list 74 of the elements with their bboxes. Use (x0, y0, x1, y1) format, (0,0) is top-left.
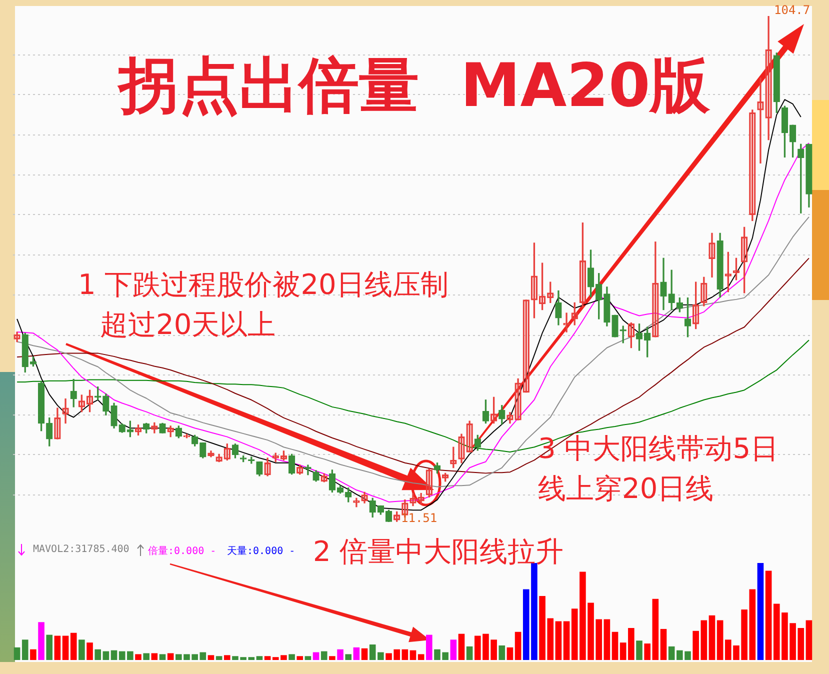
bar (256, 656, 263, 660)
bar (320, 651, 328, 660)
annotation: 2 倍量中大阳线拉升 (313, 535, 564, 569)
text: 拐点出倍量 MA20版 (116, 50, 712, 123)
bar (329, 656, 336, 660)
annotation: 线上穿20日线 (538, 472, 714, 506)
bar (555, 621, 562, 660)
bar (450, 640, 457, 660)
bar (46, 634, 53, 660)
bar (644, 644, 650, 660)
bar (110, 650, 118, 660)
candlestick (304, 464, 312, 476)
bar (86, 642, 93, 660)
bar (135, 654, 142, 660)
bar (78, 640, 85, 660)
annotation: 1 下跌过程股价被20日线压制 (78, 268, 448, 302)
bar (216, 656, 222, 660)
bar (514, 632, 522, 660)
bar (652, 598, 659, 660)
bar (458, 634, 465, 660)
bar (14, 647, 20, 660)
bar (288, 654, 295, 660)
bar (426, 634, 432, 660)
bar (151, 653, 158, 660)
bar (296, 656, 304, 660)
bar (159, 654, 166, 660)
bar (563, 621, 570, 660)
text: 天量:0.000 - (227, 545, 296, 558)
bar (806, 620, 812, 660)
bar (22, 640, 28, 660)
annotation: 超过20天以上 (100, 308, 276, 342)
bar (604, 619, 610, 660)
bar (466, 646, 473, 660)
bar (102, 651, 110, 660)
bar (167, 653, 174, 660)
bar (143, 653, 150, 660)
bar (353, 647, 360, 660)
bar (369, 644, 376, 660)
bar (62, 636, 69, 660)
bar (304, 656, 312, 660)
bar (716, 620, 724, 660)
bar (70, 632, 77, 660)
bar (506, 647, 514, 660)
bar (692, 630, 699, 660)
bar (636, 640, 642, 660)
bar (94, 649, 101, 660)
bar (361, 648, 368, 660)
bar (668, 646, 675, 660)
bar (127, 651, 134, 660)
annotation: 104.7 (774, 3, 810, 18)
bar (345, 654, 352, 660)
bar (765, 570, 772, 660)
bar (402, 649, 408, 660)
bar (30, 649, 36, 660)
bar (38, 622, 44, 660)
bar (612, 632, 618, 660)
bar (54, 636, 61, 660)
bar (757, 563, 764, 660)
bar (498, 645, 506, 660)
bar (378, 652, 384, 660)
bar (708, 615, 716, 660)
bar (118, 651, 126, 660)
bar (337, 649, 344, 660)
bar (224, 655, 230, 660)
bar (660, 628, 667, 660)
text: MAVOL2:31785.400 (33, 544, 130, 555)
bar (312, 652, 320, 660)
bar (700, 620, 708, 660)
bar (264, 656, 271, 660)
bar (410, 650, 416, 660)
bar (208, 655, 214, 660)
bar (418, 654, 424, 660)
text: 倍量:0.000 - (148, 544, 216, 558)
annotation: 11.51 (401, 511, 438, 526)
